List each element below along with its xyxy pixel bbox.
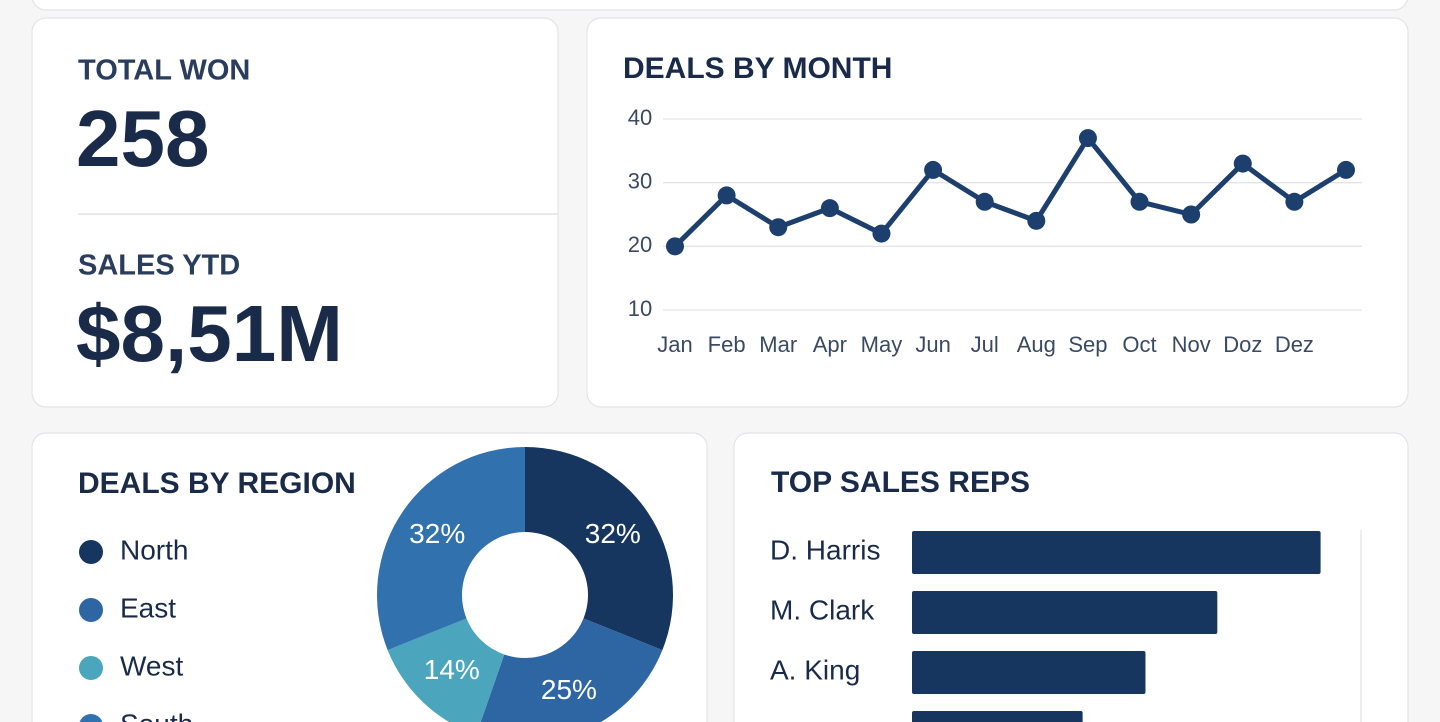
x-tick-label: Doz [1223,332,1262,357]
donut-slice [480,618,663,722]
bar-card [733,432,1409,722]
legend-marker [79,656,103,680]
legend-label: East [120,592,176,623]
donut-slice [377,447,525,651]
bar [912,651,1146,694]
point [1233,154,1252,173]
kpi-value: $8,51M [76,289,343,378]
x-tick-label: Jan [657,332,692,357]
legend-label: West [120,650,183,681]
x-tick-label: Aug [1017,332,1056,357]
x-tick-label: Mar [759,332,797,357]
bar [912,531,1321,574]
legend-label: South [120,708,193,722]
x-tick-label: Oct [1122,332,1156,357]
point [1130,192,1149,211]
point [1078,129,1097,148]
legend-marker [79,714,103,722]
point [1182,205,1201,224]
value-label: 32% [409,518,465,549]
point [1027,211,1046,230]
y-tick-label: 10 [628,296,652,321]
point [872,224,891,243]
point [1337,160,1355,179]
x-tick-label: Feb [708,332,746,357]
y-tick-label: 20 [628,232,652,257]
donut-slice [387,618,505,722]
x-tick-label: Jun [915,332,950,357]
bar [912,711,1083,722]
x-tick-label: Sep [1068,332,1107,357]
x-tick-label: Jul [971,332,999,357]
value-label: 25% [541,674,597,705]
legend-label: North [120,534,188,565]
point [769,218,788,237]
line [673,135,1348,249]
donut-slice [525,447,673,651]
legend-marker [79,598,103,622]
value-label: 14% [424,654,480,685]
kpi-card [31,17,559,408]
chart-title: DEALS BY MONTH [623,52,892,85]
card [31,0,1409,11]
kpi-label: SALES YTD [78,250,240,282]
bar [912,591,1218,634]
point [924,160,943,179]
y-tick-label: 40 [628,105,652,130]
point [820,199,839,218]
point [717,186,736,205]
x-tick-label: Dez [1275,332,1314,357]
legend-marker [79,540,103,564]
chart-title: TOP SALES REPS [771,466,1030,499]
x-tick-label: Apr [813,332,847,357]
point [1285,192,1304,211]
point [666,237,684,256]
point [975,192,994,211]
kpi-label: TOTAL WON [78,55,250,87]
chart-title: DEALS BY REGION [78,467,356,500]
x-tick-label: Nov [1172,332,1211,357]
kpi-value: 258 [76,94,209,183]
value-label: 32% [585,518,641,549]
y-tick-label: 30 [628,168,652,193]
category-label: A. King [770,654,860,685]
x-tick-label: May [861,332,903,357]
category-label: D. Harris [770,534,880,565]
category-label: M. Clark [770,594,875,625]
